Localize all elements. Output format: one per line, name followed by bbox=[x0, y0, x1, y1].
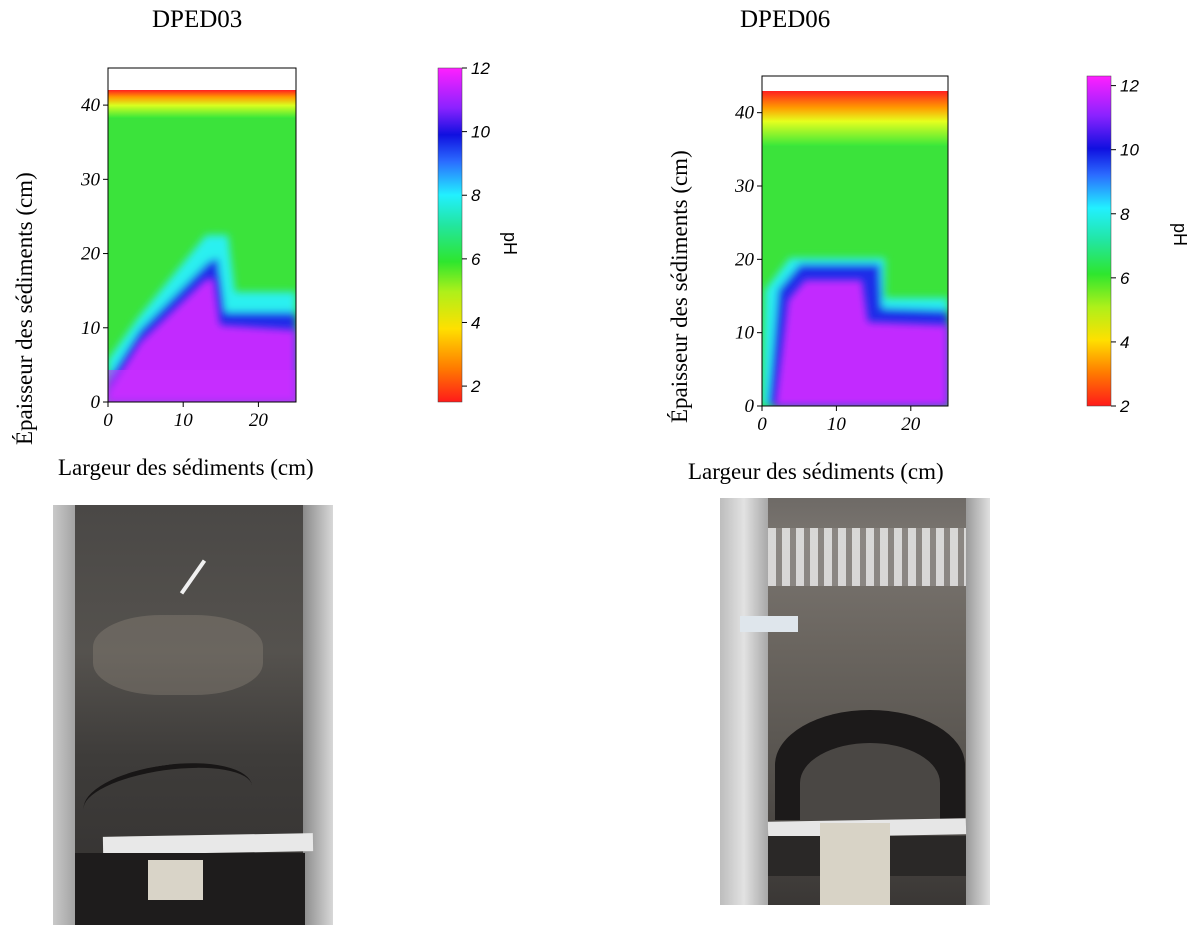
colorbar-tick-label: 10 bbox=[471, 123, 490, 142]
y-tick-label: 20 bbox=[735, 249, 755, 270]
colorbar-tick-label: 12 bbox=[471, 59, 490, 78]
colorbar-label-dped06: pH bbox=[1170, 223, 1190, 247]
y-tick-label: 0 bbox=[91, 392, 101, 413]
sample-block bbox=[820, 823, 890, 905]
y-tick-label: 0 bbox=[745, 396, 755, 417]
x-tick-label: 0 bbox=[103, 410, 113, 431]
alkaline-base bbox=[108, 370, 296, 402]
reflection bbox=[93, 615, 263, 695]
x-axis-label-dped06: Largeur des sédiments (cm) bbox=[688, 459, 944, 484]
acidic-surface-layer bbox=[762, 91, 948, 146]
colorbar-tick-label: 8 bbox=[471, 186, 481, 205]
y-tick-label: 10 bbox=[735, 323, 755, 344]
x-tick-label: 20 bbox=[901, 414, 921, 435]
colorbar-dped03 bbox=[437, 67, 463, 403]
y-tick-label: 30 bbox=[80, 169, 101, 190]
ruler bbox=[53, 505, 75, 925]
colorbar-tick-label: 2 bbox=[470, 377, 481, 396]
mound-interior bbox=[800, 743, 940, 823]
sample-block bbox=[148, 860, 203, 900]
x-tick-label: 0 bbox=[757, 414, 767, 435]
colorbar-tick-label: 4 bbox=[1120, 333, 1129, 352]
colorbar-tick-label: 8 bbox=[1120, 205, 1130, 224]
chart-title-dped03: DPED03 bbox=[152, 6, 243, 33]
colorbar-tick-label: 2 bbox=[1119, 397, 1130, 416]
x-tick-label: 10 bbox=[827, 414, 847, 435]
frame-side bbox=[966, 498, 990, 905]
tape-label bbox=[740, 616, 798, 632]
photo-dped03 bbox=[53, 505, 333, 925]
x-axis-label-dped03: Largeur des sédiments (cm) bbox=[58, 455, 314, 480]
y-tick-label: 20 bbox=[81, 244, 101, 265]
y-tick-label: 30 bbox=[734, 176, 755, 197]
y-tick-label: 40 bbox=[735, 103, 755, 124]
ruler bbox=[720, 498, 768, 905]
plot-frame bbox=[761, 75, 949, 407]
chart-title-dped06: DPED06 bbox=[740, 6, 831, 33]
surface-deposit bbox=[768, 528, 966, 586]
frame-side bbox=[303, 505, 333, 925]
x-tick-label: 20 bbox=[249, 410, 269, 431]
y-tick-label: 10 bbox=[81, 318, 101, 339]
alkaline-mound bbox=[775, 280, 948, 406]
colorbar-tick-label: 6 bbox=[471, 250, 481, 269]
x-tick-label: 10 bbox=[174, 410, 194, 431]
colorbar-tick-label: 4 bbox=[471, 313, 480, 332]
colorbar-tick-label: 10 bbox=[1120, 141, 1139, 160]
acidic-surface-layer bbox=[108, 90, 296, 118]
colorbar-tick-label: 12 bbox=[1120, 77, 1139, 96]
colorbar-dped06 bbox=[1086, 75, 1112, 407]
photo-dped06 bbox=[720, 498, 990, 905]
colorbar-tick-label: 6 bbox=[1120, 269, 1130, 288]
y-tick-label: 40 bbox=[81, 95, 101, 116]
heatmap-dped03: 0 10 20 0 10 20 30 40 2 4 6 8 10 12 bbox=[80, 59, 490, 431]
plot-frame bbox=[107, 67, 297, 403]
